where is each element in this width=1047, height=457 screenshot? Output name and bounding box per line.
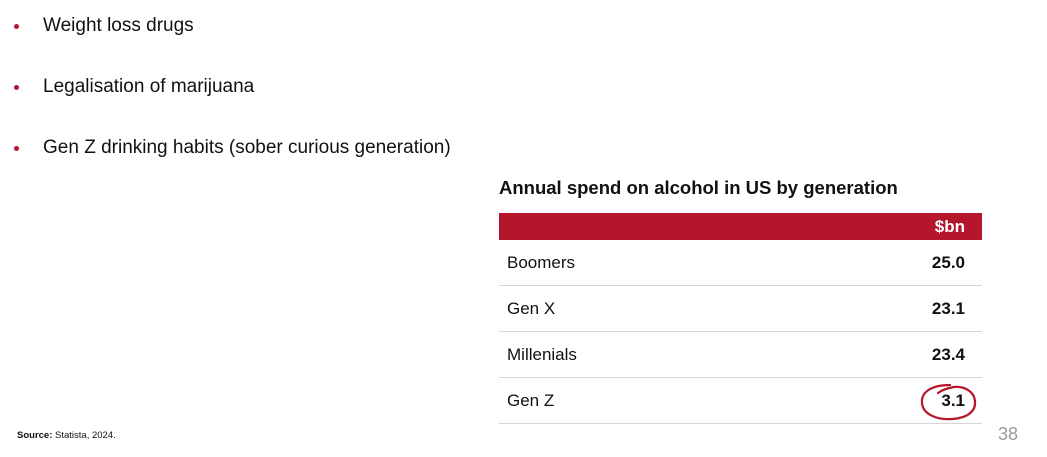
page-number: 38 xyxy=(997,424,1018,444)
alcohol-spend-table: $bn Boomers 25.0 Gen X 23.1 Millenials 2… xyxy=(499,213,982,424)
bullet-text: Weight loss drugs xyxy=(43,15,194,36)
bullet-text: Legalisation of marijuana xyxy=(43,76,255,97)
source-note: Source: Statista, 2024. xyxy=(17,430,116,442)
table-row: Boomers 25.0 xyxy=(499,240,982,286)
bullet-item: Legalisation of marijuana xyxy=(14,74,254,100)
row-label: Gen Z xyxy=(507,390,555,410)
row-value: 3.1 xyxy=(941,390,965,410)
bullet-item: Gen Z drinking habits (sober curious gen… xyxy=(14,135,451,161)
row-value: 25.0 xyxy=(931,252,965,272)
table-row: Millenials 23.4 xyxy=(499,332,982,378)
bullet-text: Gen Z drinking habits (sober curious gen… xyxy=(43,137,451,158)
bullet-item: Weight loss drugs xyxy=(14,13,194,39)
bullet-dot-icon xyxy=(14,145,19,151)
table-title: Annual spend on alcohol in US by generat… xyxy=(499,177,898,198)
bullet-dot-icon xyxy=(14,23,19,29)
table-row: Gen X 23.1 xyxy=(499,286,982,332)
table-header: $bn xyxy=(499,213,982,240)
bullet-dot-icon xyxy=(14,84,19,90)
row-label: Millenials xyxy=(507,344,577,364)
row-value: 23.4 xyxy=(931,344,965,364)
source-text: Statista, 2024. xyxy=(55,430,116,441)
unit-header: $bn xyxy=(934,217,965,236)
table-row: Gen Z 3.1 xyxy=(499,378,982,424)
row-label: Boomers xyxy=(507,252,576,272)
row-value: 23.1 xyxy=(931,298,965,318)
row-label: Gen X xyxy=(507,298,556,318)
source-label: Source: xyxy=(17,430,53,441)
bullet-list: Weight loss drugs Legalisation of mariju… xyxy=(0,0,600,170)
